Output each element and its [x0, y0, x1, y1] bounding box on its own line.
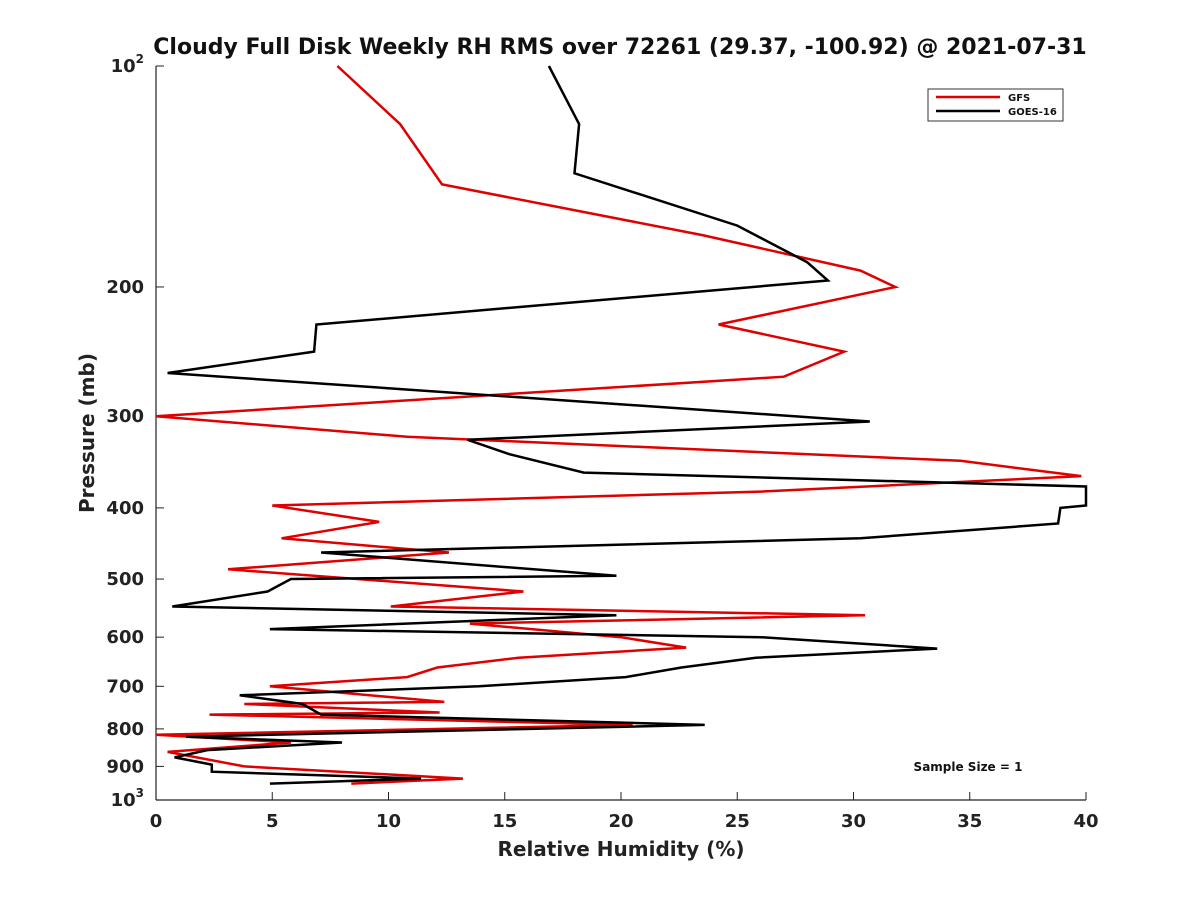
plot-area: 0 5 10 15 20 25 30 35 40 102 200 300 400 500 600 700 800… [106, 52, 1098, 832]
x-tick-label: 10 [376, 811, 401, 832]
x-tick-label: 0 [150, 811, 163, 832]
y-tick-label: 400 [106, 498, 144, 519]
series-line-goes16 [167, 65, 1088, 785]
y-tick-label: 900 [106, 756, 144, 777]
x-tick-label: 25 [725, 811, 750, 832]
sample-size-annotation: Sample Size = 1 [914, 760, 1023, 774]
y-tick-label: 102 [111, 52, 144, 77]
x-tick-label: 30 [841, 811, 866, 832]
x-tick-label: 40 [1073, 811, 1098, 832]
x-tick-label: 5 [266, 811, 279, 832]
chart-title: Cloudy Full Disk Weekly RH RMS over 7226… [153, 35, 1086, 60]
y-tick-label: 800 [106, 719, 144, 740]
y-axis-label: Pressure (mb) [75, 353, 99, 513]
x-tick-label: 15 [492, 811, 517, 832]
y-tick-label: 300 [106, 406, 144, 427]
x-tick-label: 35 [957, 811, 982, 832]
legend-box [927, 88, 1064, 122]
x-axis-label: Relative Humidity (%) [497, 837, 744, 861]
y-tick-label: 700 [106, 676, 144, 697]
legend-label-gfs: GFS [1008, 93, 1030, 104]
y-tick-label: 103 [111, 786, 144, 811]
series-line-gfs [155, 65, 1082, 785]
legend-label-goes16: GOES-16 [1008, 107, 1057, 118]
y-tick-label: 500 [106, 569, 144, 590]
legend: GFS GOES-16 [927, 88, 1064, 122]
y-tick-label: 600 [106, 627, 144, 648]
y-tick-label: 200 [106, 277, 144, 298]
x-tick-label: 20 [608, 811, 633, 832]
